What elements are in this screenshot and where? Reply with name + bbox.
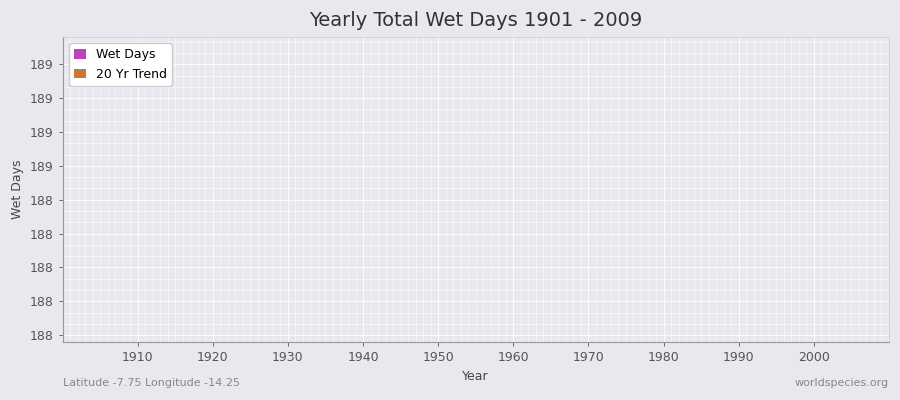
20 Yr Trend: [290, 362, 301, 367]
20 Yr Trend: [508, 362, 518, 367]
Wet Days: [876, 360, 886, 365]
Wet Days: [598, 360, 608, 365]
Title: Yearly Total Wet Days 1901 - 2009: Yearly Total Wet Days 1901 - 2009: [309, 11, 643, 30]
Text: worldspecies.org: worldspecies.org: [795, 378, 889, 388]
Wet Days: [125, 360, 136, 365]
Wet Days: [508, 360, 518, 365]
Wet Days: [290, 360, 301, 365]
Legend: Wet Days, 20 Yr Trend: Wet Days, 20 Yr Trend: [68, 44, 172, 86]
Wet Days: [500, 360, 511, 365]
Text: Latitude -7.75 Longitude -14.25: Latitude -7.75 Longitude -14.25: [63, 378, 239, 388]
20 Yr Trend: [65, 362, 76, 367]
20 Yr Trend: [500, 362, 511, 367]
X-axis label: Year: Year: [463, 370, 489, 382]
20 Yr Trend: [335, 362, 346, 367]
20 Yr Trend: [876, 362, 886, 367]
Wet Days: [65, 360, 76, 365]
Wet Days: [335, 360, 346, 365]
Y-axis label: Wet Days: Wet Days: [11, 160, 24, 219]
20 Yr Trend: [125, 362, 136, 367]
20 Yr Trend: [598, 362, 608, 367]
